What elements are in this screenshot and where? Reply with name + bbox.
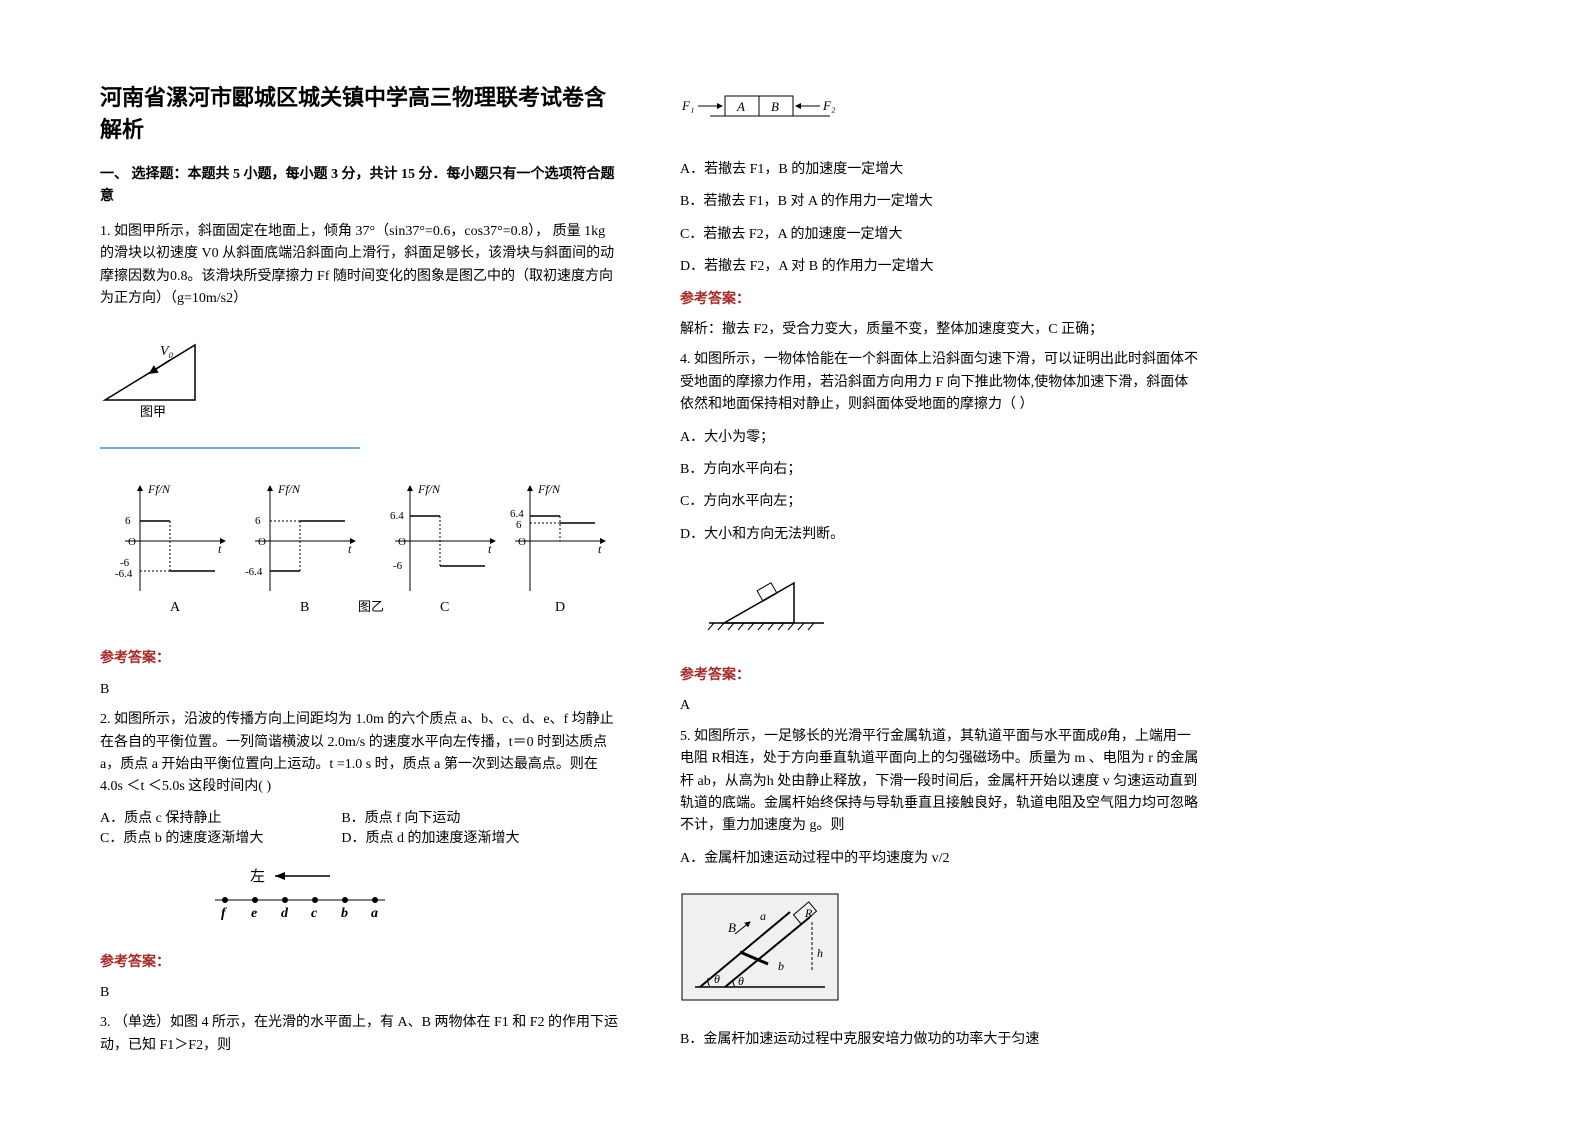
svg-text:t: t (488, 542, 492, 556)
svg-text:O: O (258, 536, 266, 548)
q2-choice-d: D．质点 d 的加速度逐渐增大 (341, 827, 519, 847)
svg-text:B: B (728, 920, 736, 935)
q2-choice-a: A．质点 c 保持静止 (100, 807, 221, 827)
svg-text:R: R (804, 906, 813, 920)
q5-text-suffix: 角，上端用一电阻 R相连，处于方向垂直轨道平面向上的匀强磁场中。质量为 m 、电… (680, 729, 1198, 834)
q4-choice-a: A．大小为零； (680, 427, 1200, 449)
svg-text:-6.4: -6.4 (115, 568, 133, 580)
svg-text:θ: θ (714, 972, 720, 986)
q3-answer-label: 参考答案： (680, 289, 1200, 311)
svg-text:C: C (440, 600, 449, 615)
svg-text:b: b (341, 906, 348, 921)
svg-text:c: c (311, 906, 318, 921)
svg-text:Ff/N: Ff/N (537, 482, 561, 496)
q3-explain: 解析：撤去 F2，受合力变大，质量不变，整体加速度变大，C 正确； (680, 319, 1200, 341)
q1-text: 1. 如图甲所示，斜面固定在地面上，倾角 37°（sin37°=0.6，cos3… (100, 221, 620, 311)
q4-choice-d: D．大小和方向无法判断。 (680, 524, 1200, 546)
page-root: 河南省漯河市郾城区城关镇中学高三物理联考试卷含解析 一、 选择题：本题共 5 小… (0, 0, 1587, 1105)
svg-text:6: 6 (255, 515, 261, 527)
q4-choice-b: B．方向水平向右； (680, 459, 1200, 481)
q2-choice-c: C．质点 b 的速度逐渐增大 (100, 827, 263, 847)
svg-text:A: A (170, 600, 181, 615)
svg-text:V₀: V₀ (160, 344, 174, 359)
svg-text:B: B (300, 600, 309, 615)
q5-choice-b: B．金属杆加速运动过程中克服安培力做功的功率大于匀速 (680, 1029, 1200, 1051)
svg-text:a: a (371, 906, 378, 921)
svg-text:a: a (760, 909, 766, 923)
svg-text:b: b (778, 959, 784, 973)
q1-figure-yi: Ff/N t O 6 -6 -6.4 A Ff/N t (100, 471, 610, 626)
q4-text: 4. 如图所示，一物体恰能在一个斜面体上沿斜面匀速下滑，可以证明出此时斜面体不受… (680, 349, 1200, 416)
svg-text:6.4: 6.4 (390, 510, 404, 522)
svg-text:θ: θ (738, 974, 744, 988)
svg-text:Ff/N: Ff/N (277, 482, 301, 496)
q3-text: 3. （单选）如图 4 所示，在光滑的水平面上，有 A、B 两物体在 F1 和 … (100, 1012, 620, 1057)
q2-answer: B (100, 982, 620, 1004)
svg-text:-6.4: -6.4 (245, 566, 263, 578)
q2-choices: A．质点 c 保持静止 B．质点 f 向下运动 C．质点 b 的速度逐渐增大 D… (100, 807, 620, 847)
svg-text:F₁: F₁ (681, 98, 694, 113)
q5-text: 5. 如图所示，一足够长的光滑平行金属轨道，其轨道平面与水平面成θ角，上端用一电… (680, 726, 1200, 838)
q4-choice-c: C．方向水平向左； (680, 491, 1200, 513)
fig-jia-label: 图甲 (140, 404, 166, 419)
q4-figure (704, 568, 834, 643)
q1-figure-jia: V₀ 图甲 (100, 330, 210, 425)
q3-choice-c: C．若撤去 F2，A 的加速度一定增大 (680, 224, 1200, 246)
q3-figure: F₁ A B F₂ (680, 92, 850, 137)
q5-text-prefix: 5. 如图所示，一足够长的光滑平行金属轨道，其轨道平面与水平面成 (680, 729, 1100, 744)
q1-answer-label: 参考答案： (100, 648, 620, 670)
q4-answer-label: 参考答案： (680, 665, 1200, 687)
svg-text:A: A (736, 99, 745, 114)
svg-text:6: 6 (125, 515, 131, 527)
document-title: 河南省漯河市郾城区城关镇中学高三物理联考试卷含解析 (100, 80, 620, 144)
svg-text:-6: -6 (393, 560, 403, 572)
q2-text: 2. 如图所示，沿波的传播方向上间距均为 1.0m 的六个质点 a、b、c、d、… (100, 709, 620, 799)
q5-figure: B a R h b θ θ (680, 892, 840, 1007)
svg-text:Ff/N: Ff/N (147, 482, 171, 496)
right-column: F₁ A B F₂ A．若撤去 F1，B 的加速度一定增大 B．若撤去 F1，B… (680, 80, 1200, 1065)
svg-text:t: t (598, 542, 602, 556)
svg-text:e: e (251, 906, 257, 921)
section1-heading: 一、 选择题：本题共 5 小题，每小题 3 分，共计 15 分．每小题只有一个选… (100, 164, 620, 209)
svg-text:F₂: F₂ (822, 98, 836, 113)
divider-line (100, 447, 360, 449)
q5-choice-a: A．金属杆加速运动过程中的平均速度为 v/2 (680, 848, 1200, 870)
svg-text:O: O (128, 536, 136, 548)
svg-text:f: f (221, 906, 227, 921)
svg-text:6: 6 (516, 519, 522, 531)
svg-text:d: d (281, 906, 289, 921)
svg-text:h: h (817, 946, 823, 960)
q3-choice-a: A．若撤去 F1，B 的加速度一定增大 (680, 159, 1200, 181)
left-column: 河南省漯河市郾城区城关镇中学高三物理联考试卷含解析 一、 选择题：本题共 5 小… (100, 80, 620, 1065)
q4-answer: A (680, 695, 1200, 717)
q2-answer-label: 参考答案： (100, 952, 620, 974)
q2-figure: 左 f e d c b a (200, 865, 400, 930)
q2-choice-b: B．质点 f 向下运动 (341, 807, 460, 827)
q1-answer: B (100, 679, 620, 701)
svg-text:t: t (218, 542, 222, 556)
svg-text:左: 左 (250, 868, 265, 885)
svg-text:t: t (348, 542, 352, 556)
q5-theta: θ (1100, 729, 1107, 744)
svg-text:B: B (771, 99, 779, 114)
svg-text:D: D (555, 600, 565, 615)
q3-choice-b: B．若撤去 F1，B 对 A 的作用力一定增大 (680, 191, 1200, 213)
svg-text:图乙: 图乙 (358, 599, 384, 614)
q3-choice-d: D．若撤去 F2，A 对 B 的作用力一定增大 (680, 256, 1200, 278)
svg-text:O: O (398, 536, 406, 548)
svg-text:Ff/N: Ff/N (417, 482, 441, 496)
svg-text:O: O (518, 536, 526, 548)
